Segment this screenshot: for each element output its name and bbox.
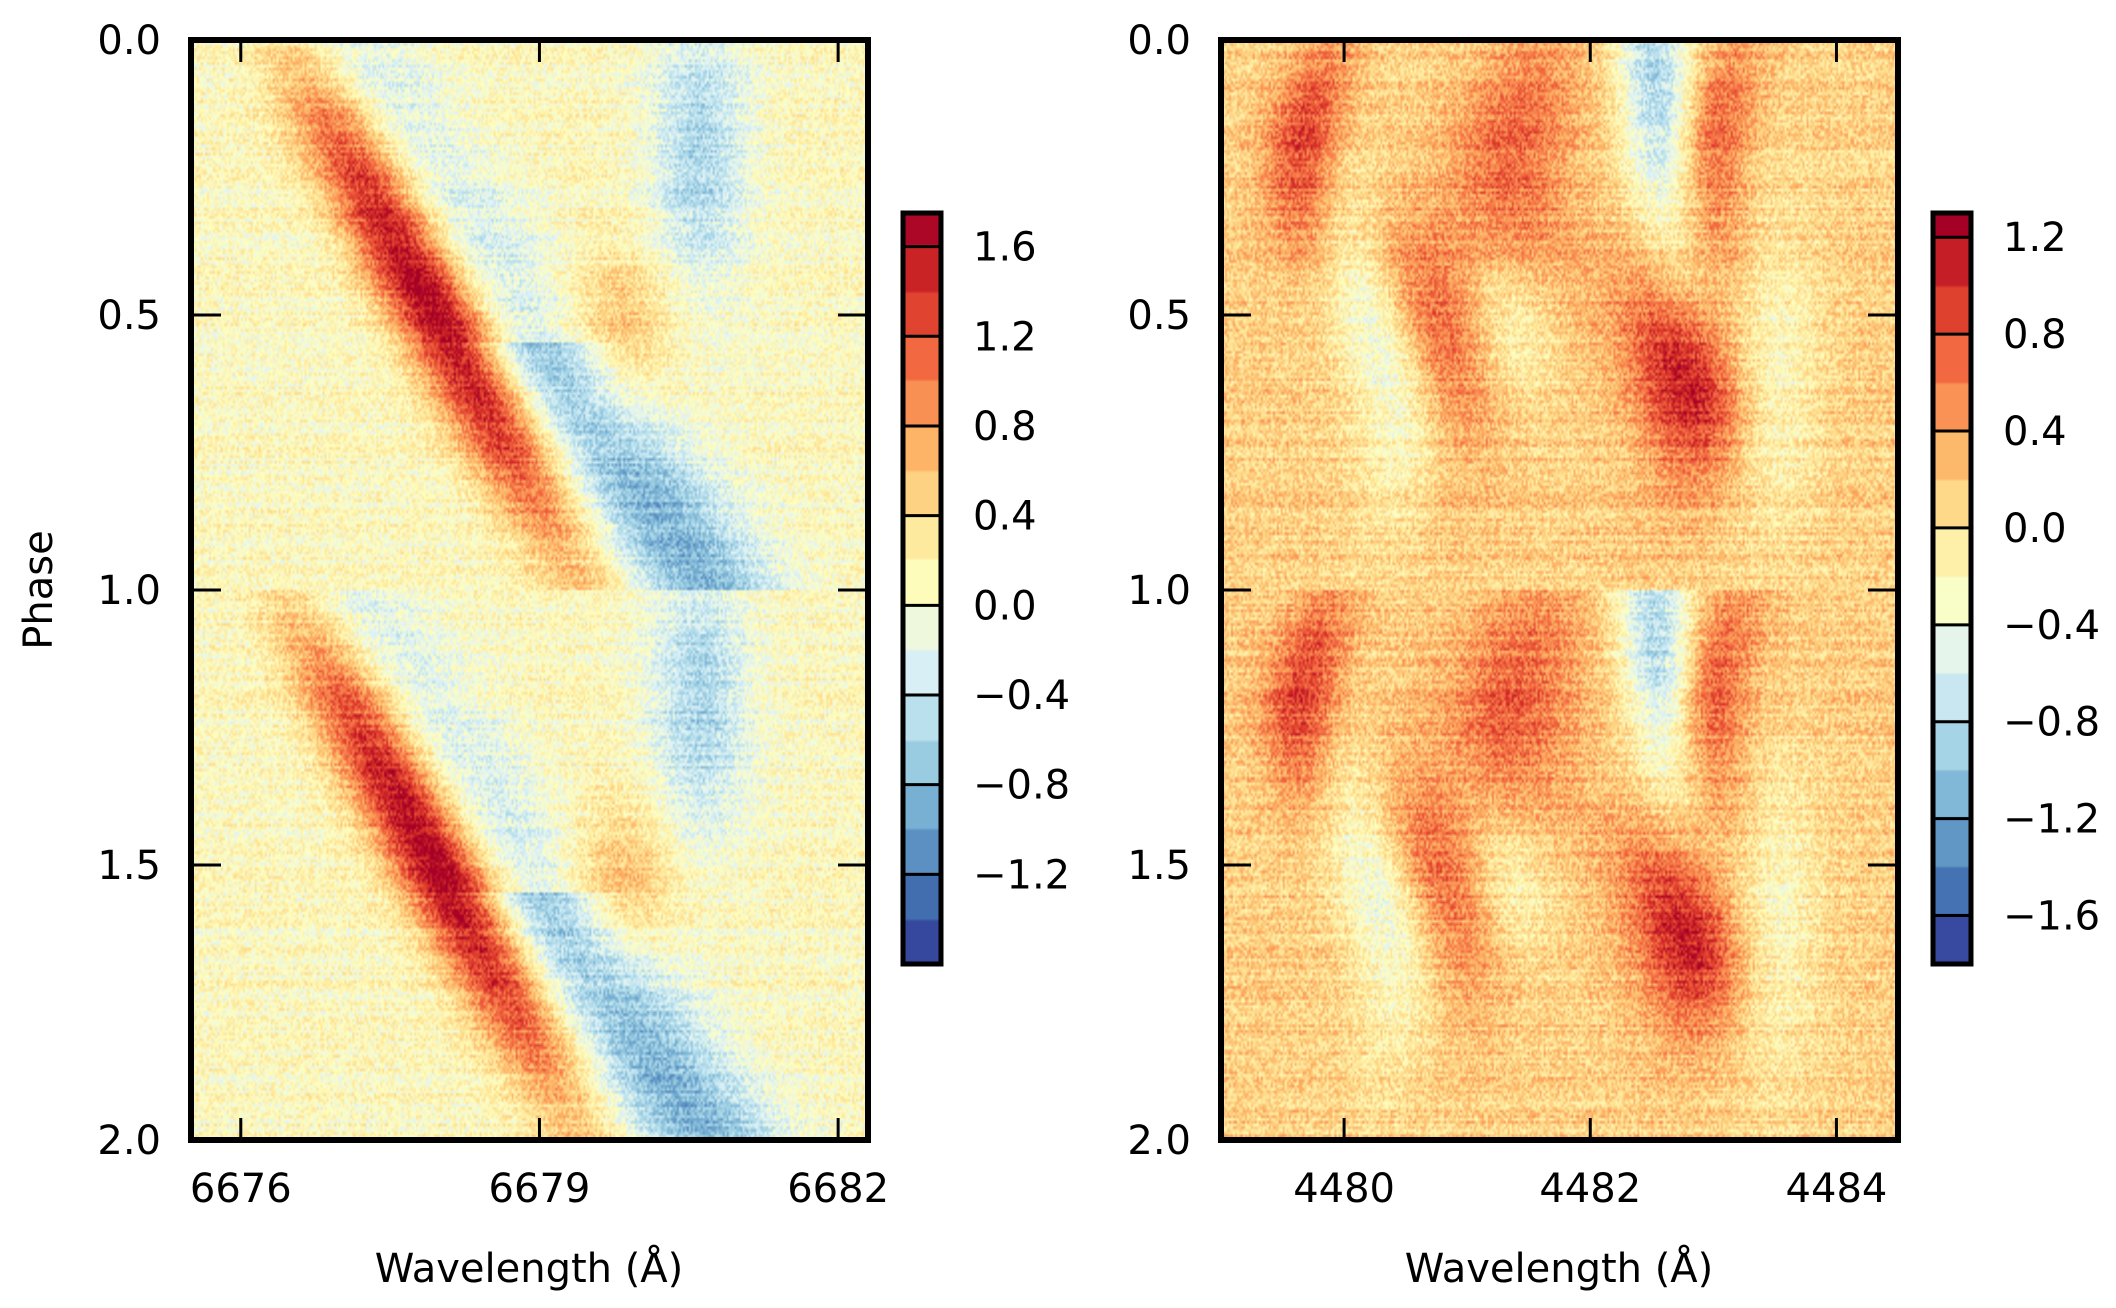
colorbar-tick-label: 0.4 <box>2003 409 2067 455</box>
colorbar-tick-label: 1.2 <box>2003 215 2067 261</box>
colorbar-tick-label: 0.0 <box>973 583 1037 629</box>
y-tick-label: 1.0 <box>97 568 161 614</box>
y-tick-label: 2.0 <box>1127 1118 1191 1164</box>
right-panel: 4480 4482 4484 0.0 0.5 1.0 1.5 2.0 Wavelength … <box>1127 18 2100 1292</box>
left-panel: 6676 6679 6682 0.0 0.5 1.0 1.5 2.0 Wavelength … <box>16 18 1070 1292</box>
heatmap-image-right <box>1221 40 1898 1140</box>
y-ticks-right: 0.0 0.5 1.0 1.5 2.0 <box>1127 18 1898 1164</box>
colorbar-tick-label: 0.8 <box>2003 312 2067 358</box>
colorbar-ticks-right: 1.2 0.8 0.4 0.0 −0.4 −0.8 −1.2 −1.6 <box>2003 215 2100 939</box>
colorbar-tick-label: 0.8 <box>973 404 1037 450</box>
y-ticks-left: 0.0 0.5 1.0 1.5 2.0 <box>97 18 868 1164</box>
y-tick-label: 2.0 <box>97 1118 161 1164</box>
colorbar-tick-label: 1.2 <box>973 314 1037 360</box>
colorbar-tick-label: −0.8 <box>973 763 1070 809</box>
colorbar-tick-label: −0.8 <box>2003 700 2100 746</box>
colorbar-tick-label: −1.2 <box>973 852 1070 898</box>
colorbar-tick-label: 0.4 <box>973 494 1037 540</box>
y-tick-label: 0.0 <box>1127 18 1191 64</box>
colorbar-right <box>1933 213 1971 964</box>
colorbar-levels-left <box>903 245 941 876</box>
colorbar-left <box>903 213 941 964</box>
heatmap-image-left <box>191 40 868 1140</box>
y-tick-label: 1.0 <box>1127 568 1191 614</box>
x-tick-label: 6679 <box>489 1166 591 1212</box>
x-ticks-right: 4480 4482 4484 <box>1293 40 1887 1212</box>
y-tick-label: 1.5 <box>97 843 161 889</box>
x-tick-label: 4484 <box>1786 1166 1888 1212</box>
y-tick-label: 0.5 <box>97 293 161 339</box>
colorbar-tick-label: −0.4 <box>973 673 1070 719</box>
colorbar-tick-label: 1.6 <box>973 225 1037 271</box>
x-tick-label: 6682 <box>787 1166 889 1212</box>
colorbar-frame-right <box>1930 210 1974 967</box>
x-axis-title-left: Wavelength (Å) <box>375 1244 684 1292</box>
y-axis-title: Phase <box>16 530 62 649</box>
x-tick-label: 4480 <box>1293 1166 1395 1212</box>
colorbar-tick-label: 0.0 <box>2003 506 2067 552</box>
colorbar-tick-label: −0.4 <box>2003 603 2100 649</box>
colorbar-levels-right <box>1933 235 1971 918</box>
y-tick-label: 0.0 <box>97 18 161 64</box>
colorbar-tick-label: −1.2 <box>2003 797 2100 843</box>
y-tick-label: 1.5 <box>1127 843 1191 889</box>
y-tick-label: 0.5 <box>1127 293 1191 339</box>
colorbar-frame-left <box>900 210 944 967</box>
x-tick-label: 6676 <box>190 1166 292 1212</box>
x-tick-label: 4482 <box>1539 1166 1641 1212</box>
colorbar-tick-label: −1.6 <box>2003 894 2100 940</box>
x-axis-title-right: Wavelength (Å) <box>1405 1244 1714 1292</box>
x-ticks-left: 6676 6679 6682 <box>190 40 889 1212</box>
colorbar-ticks-left: 1.6 1.2 0.8 0.4 0.0 −0.4 −0.8 −1.2 <box>973 225 1070 899</box>
